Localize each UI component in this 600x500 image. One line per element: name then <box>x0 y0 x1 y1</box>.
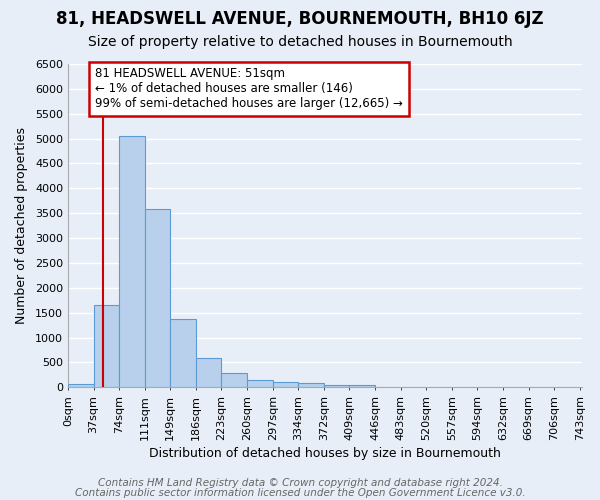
Bar <box>221 372 247 388</box>
Bar <box>272 382 298 388</box>
Bar <box>247 380 272 388</box>
Text: Contains public sector information licensed under the Open Government Licence v3: Contains public sector information licen… <box>74 488 526 498</box>
Bar <box>145 209 170 388</box>
Bar <box>94 305 119 388</box>
Text: 81 HEADSWELL AVENUE: 51sqm
← 1% of detached houses are smaller (146)
99% of semi: 81 HEADSWELL AVENUE: 51sqm ← 1% of detac… <box>95 68 403 110</box>
Bar <box>196 358 221 388</box>
Bar <box>324 384 349 388</box>
Text: 81, HEADSWELL AVENUE, BOURNEMOUTH, BH10 6JZ: 81, HEADSWELL AVENUE, BOURNEMOUTH, BH10 … <box>56 10 544 28</box>
Bar <box>298 384 324 388</box>
Y-axis label: Number of detached properties: Number of detached properties <box>15 127 28 324</box>
Bar <box>349 385 375 388</box>
Bar <box>68 384 94 388</box>
Text: Contains HM Land Registry data © Crown copyright and database right 2024.: Contains HM Land Registry data © Crown c… <box>98 478 502 488</box>
Bar <box>119 136 145 388</box>
Bar <box>170 318 196 388</box>
Text: Size of property relative to detached houses in Bournemouth: Size of property relative to detached ho… <box>88 35 512 49</box>
X-axis label: Distribution of detached houses by size in Bournemouth: Distribution of detached houses by size … <box>149 447 501 460</box>
